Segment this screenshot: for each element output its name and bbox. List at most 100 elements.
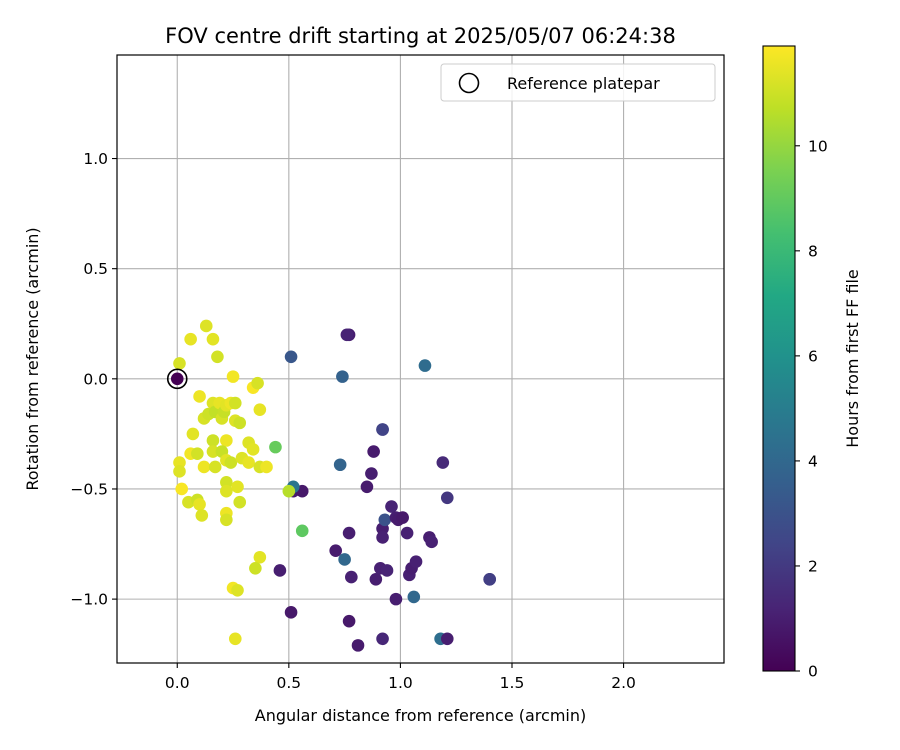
data-point — [206, 445, 220, 458]
data-point — [206, 332, 220, 346]
y-axis-ticks: −1.0 −0.5 0.0 0.5 1.0 — [70, 150, 117, 609]
data-point — [220, 434, 233, 447]
data-point — [436, 456, 450, 469]
data-point — [231, 480, 244, 494]
x-tick-label: 1.0 — [388, 674, 413, 692]
data-point — [242, 456, 255, 469]
data-point — [193, 498, 206, 511]
legend-box — [440, 63, 716, 102]
data-point — [246, 443, 260, 456]
legend-marker-icon — [458, 72, 480, 94]
data-point — [173, 357, 186, 370]
data-point — [389, 592, 403, 606]
data-point — [251, 376, 264, 390]
data-point — [253, 550, 267, 564]
data-point — [170, 372, 184, 386]
data-point — [378, 513, 392, 527]
colorbar-tick-label: 2 — [808, 557, 818, 575]
data-point — [195, 509, 209, 522]
data-point — [220, 476, 233, 489]
data-point — [260, 460, 273, 474]
data-point — [367, 445, 380, 458]
data-point — [220, 513, 233, 527]
data-point — [233, 495, 247, 509]
data-point — [333, 458, 347, 472]
data-point — [173, 465, 186, 478]
colorbar — [762, 45, 796, 672]
data-point — [284, 350, 298, 364]
data-point — [191, 447, 204, 461]
data-point — [273, 564, 287, 577]
data-point — [342, 526, 356, 540]
data-point — [295, 524, 309, 538]
data-point — [329, 544, 342, 557]
data-point — [340, 328, 354, 342]
data-point — [269, 440, 282, 454]
data-point — [193, 390, 206, 403]
data-point — [220, 484, 233, 498]
data-point — [253, 403, 267, 416]
legend-label: Reference platepar — [507, 74, 660, 93]
colorbar-tick-label: 8 — [808, 242, 818, 260]
data-point — [175, 482, 189, 496]
data-point — [228, 632, 242, 646]
data-point — [365, 467, 378, 480]
x-axis-ticks: 0.0 0.5 1.0 1.5 2.0 — [165, 663, 636, 692]
data-point — [440, 632, 454, 646]
y-tick-label: 0.0 — [83, 370, 108, 388]
data-point — [184, 332, 197, 346]
data-point — [197, 460, 211, 474]
colorbar-tick-label: 0 — [808, 663, 818, 681]
data-point — [208, 460, 222, 474]
y-tick-label: −1.0 — [70, 591, 108, 609]
data-point — [233, 416, 247, 430]
data-point — [231, 584, 244, 597]
colorbar-tick-label: 10 — [808, 137, 828, 155]
data-point — [284, 606, 298, 619]
data-point — [418, 359, 432, 372]
data-point — [336, 370, 349, 383]
data-point — [407, 590, 421, 604]
x-axis-label: Angular distance from reference (arcmin) — [255, 706, 586, 725]
data-point — [396, 511, 409, 524]
data-point — [224, 456, 238, 469]
data-point — [206, 434, 220, 447]
data-point — [425, 535, 438, 549]
colorbar-ticks: 0 2 4 6 8 10 — [795, 137, 828, 681]
data-point — [226, 370, 240, 383]
data-point — [400, 526, 414, 540]
y-tick-label: 0.5 — [83, 260, 108, 278]
data-point — [342, 614, 356, 628]
legend: Reference platepar — [440, 63, 716, 102]
colorbar-tick-label: 4 — [808, 452, 818, 470]
data-point — [380, 564, 394, 577]
colorbar-tick-label: 6 — [808, 347, 818, 365]
data-point — [385, 500, 398, 513]
data-point — [338, 553, 351, 566]
data-point — [376, 632, 389, 646]
data-point — [369, 572, 383, 586]
data-point — [199, 319, 213, 333]
data-point — [376, 423, 389, 436]
x-tick-label: 0.5 — [277, 674, 302, 692]
data-point — [211, 350, 224, 364]
y-axis-label: Rotation from reference (arcmin) — [23, 227, 42, 490]
x-tick-label: 1.5 — [500, 674, 525, 692]
y-tick-label: 1.0 — [83, 150, 108, 168]
data-point — [360, 480, 374, 494]
data-point — [409, 555, 423, 568]
data-point — [249, 561, 262, 575]
chart-title: FOV centre drift starting at 2025/05/07 … — [165, 24, 676, 48]
reference-marker — [166, 368, 188, 390]
x-tick-label: 0.0 — [165, 674, 190, 692]
data-point — [186, 427, 200, 441]
y-tick-label: −0.5 — [70, 480, 108, 498]
plot-area — [117, 55, 724, 663]
data-point — [440, 491, 454, 505]
data-point — [173, 456, 186, 469]
colorbar-label: Hours from first FF file — [843, 269, 862, 448]
data-point — [376, 531, 389, 544]
data-point — [345, 570, 358, 584]
x-tick-label: 2.0 — [611, 674, 636, 692]
